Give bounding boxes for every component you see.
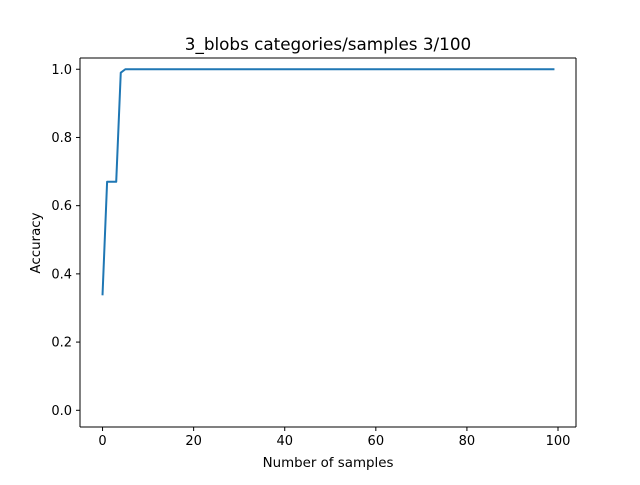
plot-area: 0 20 40 60 80 100 0.0 0.2 0.4 0.6 0.8 1.0 bbox=[51, 57, 577, 449]
y-tick-label: 0.2 bbox=[51, 336, 72, 351]
y-axis-label: Accuracy bbox=[29, 212, 44, 273]
y-tick-label: 0.4 bbox=[51, 267, 72, 282]
x-axis-label: Number of samples bbox=[263, 456, 394, 471]
x-tick-label: 100 bbox=[546, 434, 571, 449]
x-tick-label: 0 bbox=[98, 434, 106, 449]
y-tick-label: 0.0 bbox=[51, 404, 72, 419]
y-tick-label: 1.0 bbox=[51, 63, 72, 78]
x-tick-label: 20 bbox=[185, 434, 202, 449]
series-line-0 bbox=[101, 68, 555, 296]
x-tick-label: 40 bbox=[276, 434, 293, 449]
y-tick-label: 0.6 bbox=[51, 199, 72, 214]
chart-title: 3_blobs categories/samples 3/100 bbox=[185, 34, 471, 55]
x-tick-label: 60 bbox=[368, 434, 385, 449]
x-tick-label: 80 bbox=[459, 434, 476, 449]
y-tick-label: 0.8 bbox=[51, 131, 72, 146]
